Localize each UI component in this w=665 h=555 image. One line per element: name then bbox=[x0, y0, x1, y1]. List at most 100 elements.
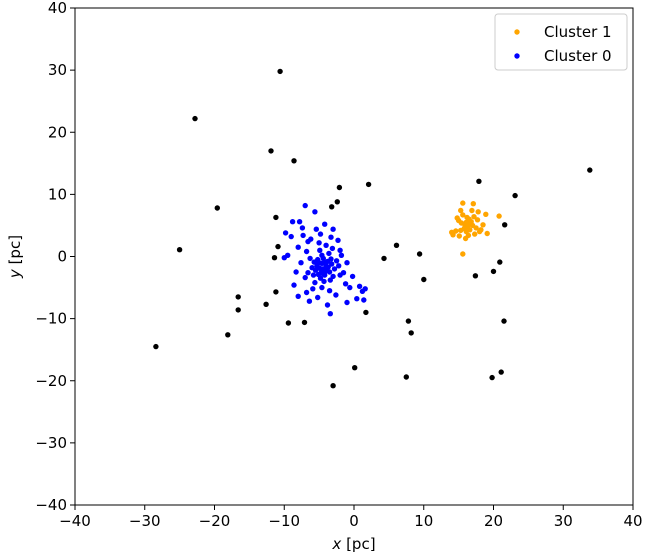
data-point bbox=[324, 302, 331, 308]
data-point bbox=[176, 247, 183, 253]
data-point bbox=[306, 298, 313, 304]
data-point bbox=[317, 231, 324, 237]
data-point bbox=[273, 289, 279, 295]
data-point bbox=[275, 243, 281, 250]
data-point bbox=[331, 266, 338, 272]
data-point bbox=[421, 276, 427, 283]
legend-label-cluster-0: Cluster 0 bbox=[544, 47, 612, 65]
data-point bbox=[449, 229, 455, 235]
data-point bbox=[316, 240, 322, 246]
y-tick-label: −40 bbox=[35, 496, 67, 514]
data-point bbox=[302, 202, 308, 209]
y-tick-label: −30 bbox=[35, 434, 67, 452]
legend-box bbox=[494, 13, 628, 71]
data-point bbox=[291, 158, 297, 164]
data-point bbox=[320, 271, 326, 277]
data-point bbox=[361, 297, 367, 303]
data-point bbox=[315, 271, 322, 278]
data-point bbox=[381, 255, 387, 262]
data-point bbox=[335, 237, 341, 243]
x-tick-label: 30 bbox=[554, 512, 573, 530]
data-point bbox=[330, 226, 336, 232]
data-point bbox=[496, 213, 502, 219]
data-point bbox=[333, 258, 340, 264]
data-point bbox=[472, 231, 478, 237]
legend: Cluster 1 Cluster 0 bbox=[494, 13, 628, 71]
data-point bbox=[300, 232, 306, 239]
data-point bbox=[315, 294, 321, 301]
data-point bbox=[356, 283, 363, 289]
data-point bbox=[311, 259, 317, 265]
data-point bbox=[323, 242, 329, 248]
data-point bbox=[405, 318, 412, 324]
data-point bbox=[340, 270, 347, 276]
data-point bbox=[480, 222, 486, 228]
data-point bbox=[484, 230, 490, 237]
data-point bbox=[337, 247, 343, 253]
data-point bbox=[469, 207, 475, 214]
data-point bbox=[330, 383, 336, 389]
data-point bbox=[347, 284, 353, 291]
data-point bbox=[512, 192, 518, 199]
data-point bbox=[322, 221, 328, 227]
data-point bbox=[305, 238, 311, 245]
data-point bbox=[235, 307, 241, 313]
series-0 bbox=[449, 200, 502, 257]
data-point bbox=[464, 214, 470, 221]
data-point bbox=[235, 294, 241, 300]
data-point bbox=[472, 273, 479, 279]
data-point bbox=[329, 204, 335, 210]
data-point bbox=[301, 319, 308, 326]
data-point bbox=[497, 259, 503, 265]
data-point bbox=[225, 332, 231, 338]
x-tick-label: 40 bbox=[623, 512, 642, 530]
data-point bbox=[470, 201, 476, 207]
y-axis-label: y [pc] bbox=[6, 235, 24, 279]
series-2 bbox=[153, 68, 593, 389]
data-point bbox=[490, 268, 497, 275]
x-tick-label: −40 bbox=[59, 512, 91, 530]
data-point bbox=[312, 209, 318, 215]
x-tick-label: 10 bbox=[414, 512, 433, 530]
data-point bbox=[473, 225, 479, 231]
data-point bbox=[460, 251, 466, 257]
x-axis-label-var: x bbox=[331, 535, 341, 553]
data-point bbox=[333, 292, 339, 298]
data-point bbox=[293, 269, 299, 275]
data-point bbox=[365, 181, 372, 188]
data-point bbox=[282, 230, 289, 236]
data-point bbox=[349, 273, 356, 280]
data-point bbox=[277, 68, 283, 75]
data-point bbox=[460, 212, 466, 218]
data-point bbox=[281, 255, 287, 261]
x-tick-label: −20 bbox=[199, 512, 231, 530]
data-point bbox=[313, 226, 319, 232]
data-point bbox=[303, 248, 310, 255]
data-point bbox=[328, 256, 334, 262]
data-point bbox=[453, 228, 459, 234]
legend-label-cluster-1: Cluster 1 bbox=[544, 23, 612, 41]
data-point bbox=[310, 286, 316, 292]
data-point bbox=[214, 205, 220, 211]
series-1 bbox=[281, 202, 368, 317]
data-point bbox=[342, 281, 349, 287]
data-point bbox=[327, 277, 333, 283]
data-point bbox=[334, 199, 340, 205]
data-point bbox=[153, 343, 159, 350]
data-point bbox=[329, 261, 335, 267]
data-point bbox=[302, 274, 308, 281]
data-point bbox=[344, 260, 350, 266]
data-point bbox=[312, 279, 318, 286]
data-point bbox=[362, 286, 368, 292]
y-tick-label: 0 bbox=[57, 248, 67, 266]
data-point bbox=[336, 184, 343, 191]
axis-ticks: −40 −30 −20 −10 0 10 20 30 40 −40 −30 −20 −10 0 10 20 30… bbox=[35, 0, 642, 530]
data-point bbox=[317, 265, 323, 271]
data-point bbox=[326, 288, 333, 294]
data-point bbox=[303, 289, 310, 296]
data-point bbox=[338, 252, 345, 258]
data-point bbox=[416, 251, 423, 257]
data-point bbox=[319, 260, 325, 266]
data-point bbox=[489, 374, 495, 381]
